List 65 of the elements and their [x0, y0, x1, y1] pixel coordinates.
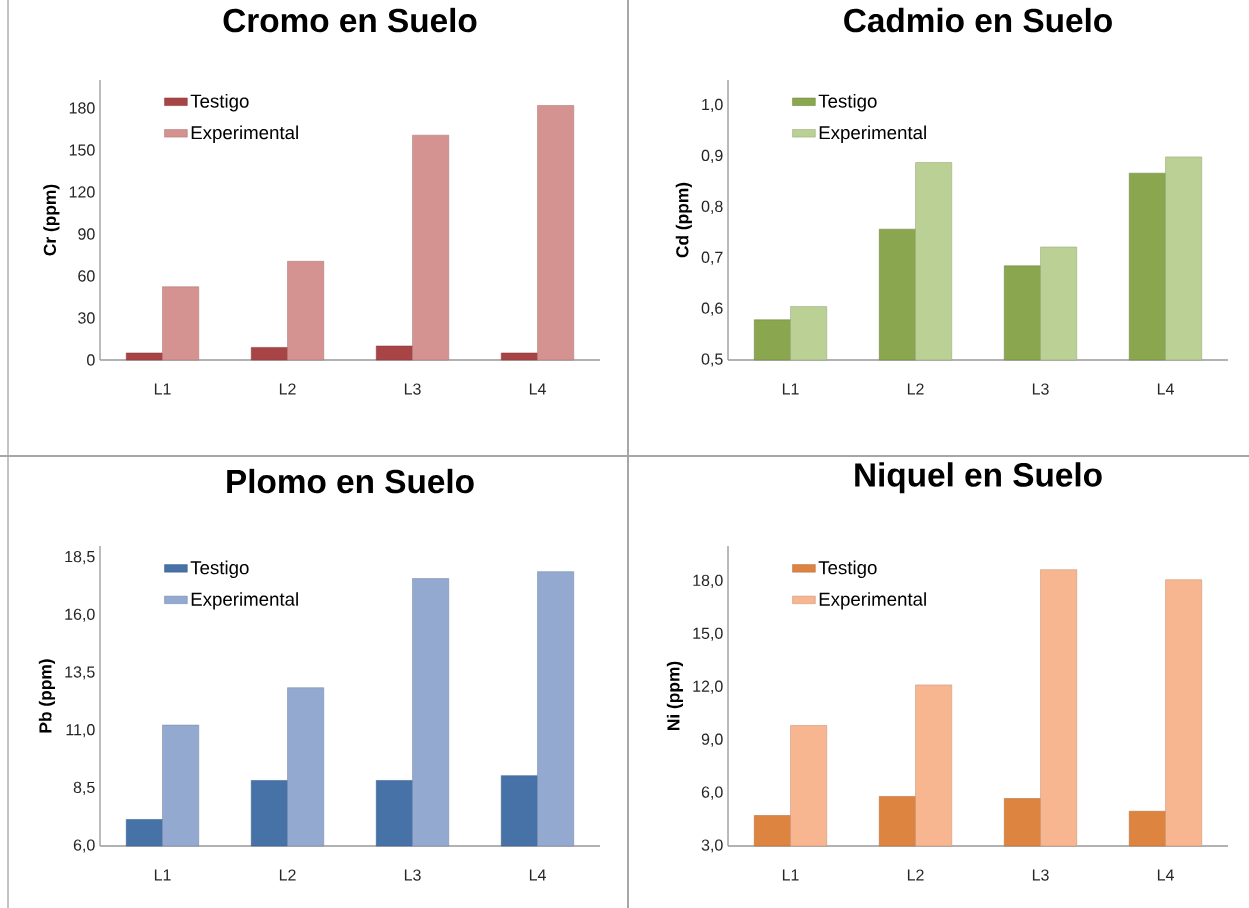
y-tick-label: 60 [78, 270, 95, 282]
bar [537, 105, 575, 361]
y-tick-label: 0,8 [701, 200, 723, 214]
y-tick-label: 90 [78, 228, 95, 240]
x-tick-label: L2 [907, 383, 924, 395]
chart-title: Plomo en Suelo [227, 468, 474, 494]
chart-title: Cromo en Suelo [223, 7, 477, 33]
y-axis-title: Pb (ppm) [38, 659, 55, 733]
y-tick-label: 180 [69, 102, 95, 114]
y-tick-label: 0,9 [701, 149, 723, 163]
y-tick-label: 18,0 [693, 574, 723, 588]
x-tick-label: L4 [1157, 383, 1174, 395]
y-tick-label: 8,5 [73, 781, 95, 795]
legend-label: Experimental [819, 125, 926, 143]
bar [162, 286, 200, 361]
y-tick-label: 9,0 [701, 733, 723, 747]
x-tick-label: L2 [279, 869, 296, 881]
y-tick-label: 6,0 [73, 839, 95, 853]
y-tick-label: 15,0 [693, 627, 723, 641]
bar [375, 345, 413, 361]
bar [500, 352, 538, 361]
x-tick-label: L3 [404, 383, 421, 395]
x-tick-label: L1 [154, 383, 171, 395]
legend-label: Testigo [818, 560, 877, 579]
y-tick-label: 11,0 [66, 724, 95, 738]
bar [250, 347, 288, 361]
legend-label: Testigo [190, 94, 249, 112]
y-tick-label: 0 [87, 354, 95, 366]
y-tick-label: 1,0 [702, 98, 723, 113]
y-axis-title: Ni (ppm) [666, 661, 683, 730]
y-tick-label: 30 [78, 312, 95, 324]
y-tick-label: 0,6 [701, 302, 723, 316]
y-tick-label: 6,0 [701, 786, 723, 800]
x-tick-label: L1 [782, 383, 799, 395]
x-tick-label: L3 [404, 869, 421, 881]
x-tick-label: L4 [1157, 869, 1174, 881]
bar [412, 134, 450, 361]
y-tick-label: 150 [69, 144, 95, 156]
x-tick-label: L4 [529, 869, 546, 881]
y-tick-label: 0,5 [701, 353, 723, 367]
chart-title: Cadmio en Suelo [844, 7, 1112, 33]
x-tick-label: L1 [154, 869, 171, 881]
x-tick-label: L3 [1032, 383, 1049, 395]
legend-label: Testigo [190, 560, 249, 579]
x-tick-label: L4 [529, 383, 546, 395]
x-tick-label: L1 [782, 869, 799, 881]
x-tick-label: L3 [1032, 869, 1049, 881]
y-tick-label: 13,5 [65, 666, 95, 680]
y-tick-label: 0,7 [701, 251, 723, 265]
y-axis-title: Cd (ppm) [675, 182, 692, 258]
chart-title: Niquel en Suelo [855, 462, 1102, 494]
y-tick-label: 120 [69, 186, 95, 198]
legend-label: Experimental [191, 125, 298, 143]
legend-label: Experimental [819, 592, 926, 610]
y-tick-label: 18,5 [65, 550, 95, 565]
legend-label: Testigo [818, 94, 877, 112]
x-tick-label: L2 [279, 383, 296, 395]
legend-label: Experimental [191, 592, 298, 610]
bar [287, 261, 325, 361]
x-tick-label: L2 [907, 869, 924, 881]
y-axis-title: Cr (ppm) [43, 184, 60, 256]
y-tick-label: 16,0 [65, 608, 95, 622]
y-tick-label: 3,0 [701, 839, 723, 853]
y-tick-label: 12,0 [693, 680, 723, 694]
bar [125, 352, 163, 361]
